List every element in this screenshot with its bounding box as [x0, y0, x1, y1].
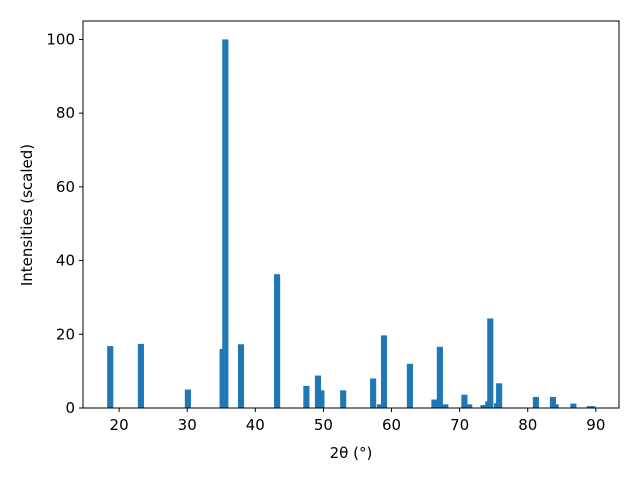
y-tick-label: 20: [56, 325, 75, 343]
bar: [184, 389, 191, 408]
bar: [137, 343, 144, 408]
bar: [442, 404, 449, 408]
bar: [549, 396, 557, 408]
x-tick-label: 80: [518, 416, 537, 434]
bar: [496, 383, 503, 408]
x-axis-label: 2θ (°): [330, 444, 373, 462]
bar: [480, 405, 487, 408]
x-tick-label: 30: [178, 416, 197, 434]
bar: [340, 390, 347, 408]
x-tick-label: 60: [382, 416, 401, 434]
bar: [436, 346, 443, 408]
x-tick-label: 90: [586, 416, 605, 434]
y-tick-label: 100: [46, 30, 75, 48]
y-tick-label: 0: [65, 399, 75, 417]
y-tick-label: 40: [56, 252, 75, 270]
bar: [318, 390, 325, 408]
x-tick-label: 70: [450, 416, 469, 434]
bar: [431, 399, 438, 408]
y-axis-label: Intensities (scaled): [18, 144, 36, 286]
bar: [461, 394, 468, 408]
bar: [222, 39, 229, 409]
x-tick-label: 40: [246, 416, 265, 434]
bar: [107, 346, 114, 408]
bar: [314, 375, 322, 408]
bar: [406, 363, 413, 408]
bar: [274, 274, 281, 408]
y-tick-label: 60: [56, 178, 75, 196]
bar: [570, 403, 577, 408]
bar: [466, 404, 473, 408]
bar: [589, 406, 596, 408]
bar: [303, 385, 310, 408]
plot-frame: [82, 20, 620, 409]
bar: [370, 378, 377, 408]
bar: [380, 335, 388, 408]
bar: [552, 404, 559, 408]
bar: [237, 344, 245, 408]
x-tick-label: 50: [314, 416, 333, 434]
y-tick-label: 80: [56, 104, 75, 122]
bar: [532, 396, 539, 408]
x-tick-label: 20: [110, 416, 129, 434]
bar: [376, 404, 384, 408]
bar: [487, 318, 494, 408]
